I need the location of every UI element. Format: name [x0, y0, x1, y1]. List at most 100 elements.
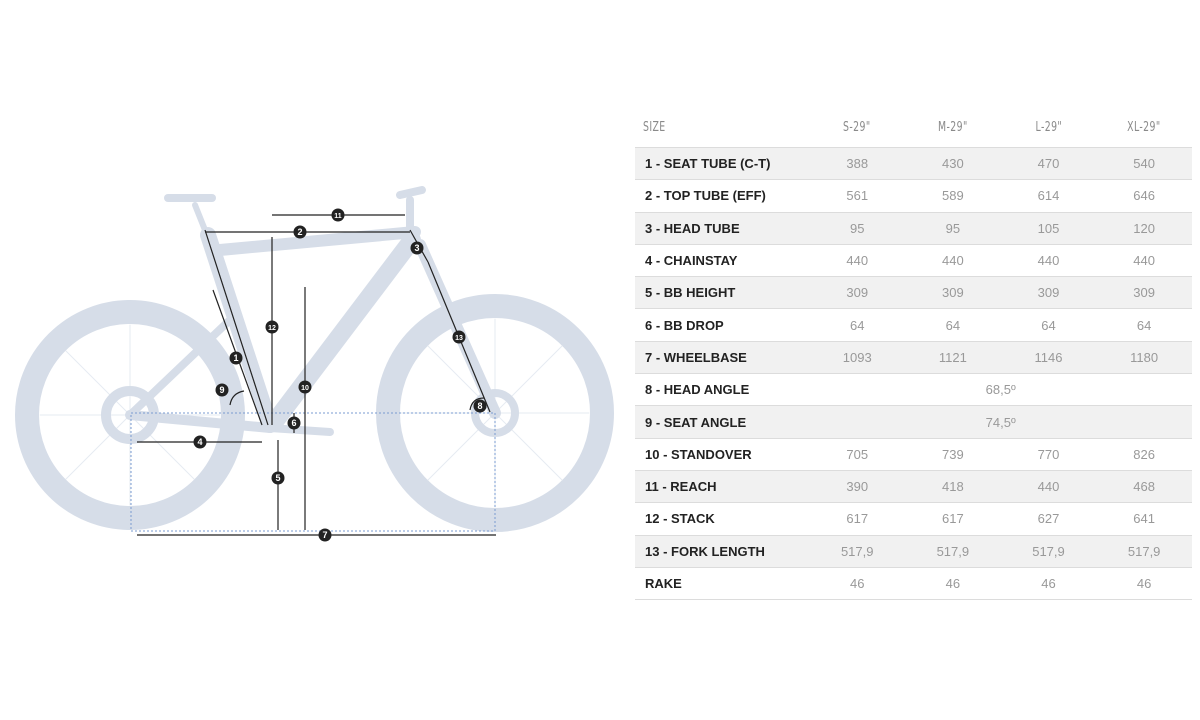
table-row: 8 - HEAD ANGLE 68,5º — [635, 373, 1192, 406]
row-value: 739 — [905, 437, 1001, 471]
row-label: RAKE — [635, 566, 810, 601]
row-value: 617 — [905, 502, 1001, 536]
svg-text:1: 1 — [233, 353, 238, 363]
marker-9: 9 — [215, 383, 229, 397]
svg-text:11: 11 — [334, 213, 342, 220]
row-value: 418 — [905, 469, 1001, 503]
row-label: 8 - HEAD ANGLE — [635, 373, 810, 406]
row-value: 770 — [1000, 437, 1097, 471]
row-value: 517,9 — [905, 534, 1001, 568]
row-value: 64 — [809, 308, 906, 342]
table-row: 7 - WHEELBASE 1093 1121 1146 1180 — [635, 340, 1192, 374]
row-label: 4 - CHAINSTAY — [635, 243, 810, 277]
row-value: 95 — [905, 211, 1001, 245]
header-size-col: M-29" — [938, 120, 968, 135]
row-value: 46 — [905, 566, 1001, 601]
row-value: 1121 — [905, 340, 1001, 374]
row-value: 1180 — [1096, 340, 1192, 374]
header-size-col: S-29" — [843, 120, 871, 135]
row-value: 95 — [809, 211, 906, 245]
marker-4: 4 — [193, 435, 207, 449]
svg-text:7: 7 — [322, 530, 327, 540]
table-row: 2 - TOP TUBE (EFF) 561 589 614 646 — [635, 179, 1192, 213]
marker-11: 11 — [331, 208, 345, 222]
row-value: 440 — [1000, 469, 1097, 503]
table-row: 9 - SEAT ANGLE 74,5º — [635, 405, 1192, 439]
row-value: 1146 — [1000, 340, 1097, 374]
row-value: 705 — [809, 437, 906, 471]
row-value: 468 — [1096, 469, 1192, 503]
row-value: 105 — [1000, 211, 1097, 245]
row-value: 390 — [809, 469, 906, 503]
table-row: 1 - SEAT TUBE (C-T) 388 430 470 540 — [635, 146, 1192, 180]
header-size-col: XL-29" — [1127, 120, 1161, 135]
svg-text:9: 9 — [219, 385, 224, 395]
row-value: 589 — [905, 179, 1001, 213]
marker-8: 8 — [473, 399, 487, 413]
row-value: 440 — [1096, 243, 1192, 277]
table-row: RAKE 46 46 46 46 — [635, 566, 1192, 601]
row-value: 309 — [1000, 276, 1097, 309]
svg-text:10: 10 — [301, 385, 309, 392]
row-value: 440 — [905, 243, 1001, 277]
row-label: 6 - BB DROP — [635, 308, 810, 342]
row-value: 388 — [809, 146, 906, 180]
row-value: 540 — [1096, 146, 1192, 180]
row-label: 5 - BB HEIGHT — [635, 276, 810, 309]
row-value: 440 — [809, 243, 906, 277]
row-value: 826 — [1096, 437, 1192, 471]
row-value: 517,9 — [1096, 534, 1192, 568]
row-value: 120 — [1096, 211, 1192, 245]
wheelbase-guide — [130, 412, 496, 532]
row-value: 74,5º — [809, 405, 1192, 439]
header-size-col: L-29" — [1035, 120, 1062, 135]
row-value: 1093 — [809, 340, 906, 374]
svg-text:5: 5 — [275, 473, 280, 483]
row-label: 12 - STACK — [635, 502, 810, 536]
row-value: 46 — [1096, 566, 1192, 601]
row-value: 430 — [905, 146, 1001, 180]
svg-text:4: 4 — [197, 437, 202, 447]
rear-wheel — [15, 300, 245, 530]
marker-2: 2 — [293, 225, 307, 239]
marker-7: 7 — [318, 528, 332, 542]
bike-silhouette — [15, 186, 614, 532]
marker-5: 5 — [271, 471, 285, 485]
table-row: 11 - REACH 390 418 440 468 — [635, 469, 1192, 503]
row-value: 561 — [809, 179, 906, 213]
table-row: 13 - FORK LENGTH 517,9 517,9 517,9 517,9 — [635, 534, 1192, 568]
row-value: 627 — [1000, 502, 1097, 536]
table-row: 10 - STANDOVER 705 739 770 826 — [635, 437, 1192, 471]
row-value: 64 — [1096, 308, 1192, 342]
row-value: 309 — [905, 276, 1001, 309]
svg-text:8: 8 — [477, 401, 482, 411]
row-value: 309 — [1096, 276, 1192, 309]
row-label: 9 - SEAT ANGLE — [635, 405, 810, 439]
table-header-row: SIZE S-29" M-29" L-29" XL-29" — [635, 108, 1192, 148]
row-value: 641 — [1096, 502, 1192, 536]
svg-text:3: 3 — [414, 243, 419, 253]
table-row: 5 - BB HEIGHT 309 309 309 309 — [635, 276, 1192, 309]
marker-6: 6 — [287, 416, 301, 430]
marker-12: 12 — [265, 320, 279, 334]
table-row: 12 - STACK 617 617 627 641 — [635, 502, 1192, 536]
marker-3: 3 — [410, 241, 424, 255]
row-value: 46 — [809, 566, 906, 601]
row-value: 46 — [1000, 566, 1097, 601]
table-row: 3 - HEAD TUBE 95 95 105 120 — [635, 211, 1192, 245]
row-value: 470 — [1000, 146, 1097, 180]
row-value: 64 — [1000, 308, 1097, 342]
marker-1: 1 — [229, 351, 243, 365]
svg-text:13: 13 — [455, 335, 463, 342]
row-value: 517,9 — [1000, 534, 1097, 568]
svg-text:6: 6 — [291, 418, 296, 428]
row-label: 13 - FORK LENGTH — [635, 534, 810, 568]
header-size: SIZE — [643, 120, 666, 135]
svg-text:12: 12 — [268, 325, 276, 332]
row-value: 646 — [1096, 179, 1192, 213]
row-label: 11 - REACH — [635, 469, 810, 503]
row-label: 10 - STANDOVER — [635, 437, 810, 471]
row-value: 68,5º — [809, 373, 1192, 406]
row-value: 440 — [1000, 243, 1097, 277]
